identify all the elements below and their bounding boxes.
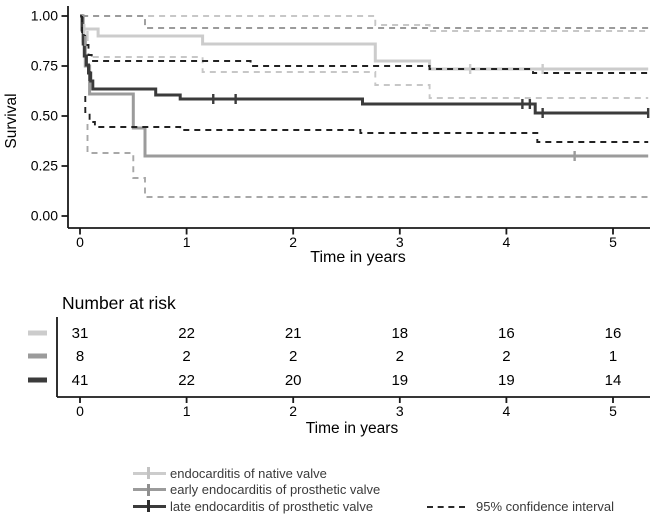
y-tick-label: 1.00: [31, 8, 58, 24]
legend-item-confidence-interval: 95% confidence interval: [427, 498, 615, 514]
series-ci: [86, 124, 649, 198]
risk-row-swatch: [28, 377, 47, 383]
risk-x-tick-label: 1: [183, 403, 191, 419]
risk-count: 31: [72, 325, 89, 342]
risk-count: 2: [289, 348, 297, 365]
series-ci: [82, 15, 649, 32]
dashed-line-swatch-icon: [427, 505, 465, 508]
risk-count: 19: [391, 372, 408, 389]
x-tick-label: 0: [76, 234, 84, 250]
series-ci: [92, 56, 649, 99]
legend-label-early-prosthetic: early endocarditis of prosthetic valve: [170, 482, 381, 497]
risk-x-axis-title: Time in years: [306, 420, 399, 437]
legend-label-confidence-interval: 95% confidence interval: [476, 498, 615, 514]
risk-count: 20: [285, 372, 302, 389]
risk-count: 2: [182, 348, 190, 365]
y-tick-label: 0.50: [31, 108, 58, 124]
y-tick-label: 0.25: [31, 158, 58, 174]
y-tick-label: 0.00: [31, 208, 58, 224]
risk-count: 22: [178, 325, 195, 342]
early-prosthetic-line-swatch-icon: [133, 483, 166, 496]
risk-count: 2: [502, 348, 510, 365]
legend-label-late-prosthetic: late endocarditis of prosthetic valve: [170, 498, 374, 514]
x-tick-label: 1: [183, 234, 191, 250]
risk-count: 21: [285, 325, 302, 342]
risk-row-swatch: [28, 330, 47, 336]
native-valve-line-swatch-icon: [133, 467, 166, 480]
risk-count: 2: [396, 348, 404, 365]
risk-count: 41: [72, 372, 89, 389]
series-ci: [82, 15, 649, 29]
y-axis-title: Survival: [3, 93, 20, 148]
risk-x-tick-label: 5: [609, 403, 617, 419]
risk-x-tick-label: 0: [76, 403, 84, 419]
risk-count: 16: [498, 325, 515, 342]
risk-count: 8: [76, 348, 84, 365]
legend-label-native-valve: endocarditis of native valve: [170, 465, 327, 481]
survival-plot: 0.00 0.25 0.50 0.75 1.00 0 1 2 3 4 5 Survival Time i…: [3, 6, 650, 266]
x-tick-label: 2: [289, 234, 297, 250]
risk-x-tick-label: 4: [503, 403, 511, 419]
series-curve: [80, 14, 649, 71]
risk-table-title: Number at risk: [62, 293, 176, 313]
risk-x-tick-label: 3: [396, 403, 404, 419]
risk-count: 19: [498, 372, 515, 389]
x-tick-label: 3: [396, 234, 404, 250]
risk-count: 16: [605, 325, 622, 342]
risk-count: 14: [605, 372, 622, 389]
x-tick-label: 5: [609, 234, 617, 250]
risk-row-swatch: [28, 353, 47, 359]
risk-count: 1: [609, 348, 617, 365]
late-prosthetic-line-swatch-icon: [133, 500, 166, 513]
y-tick-label: 0.75: [31, 58, 58, 74]
risk-count: 22: [178, 372, 195, 389]
x-tick-label: 4: [503, 234, 511, 250]
legend-item-early-prosthetic: early endocarditis of prosthetic valve: [133, 482, 381, 497]
series-ci: [84, 96, 649, 143]
risk-count: 18: [391, 325, 408, 342]
legend-item-late-prosthetic: late endocarditis of prosthetic valve: [133, 498, 374, 514]
x-axis-title: Time in years: [310, 249, 405, 266]
risk-x-tick-label: 2: [289, 403, 297, 419]
legend-item-native-valve: endocarditis of native valve: [133, 465, 327, 481]
